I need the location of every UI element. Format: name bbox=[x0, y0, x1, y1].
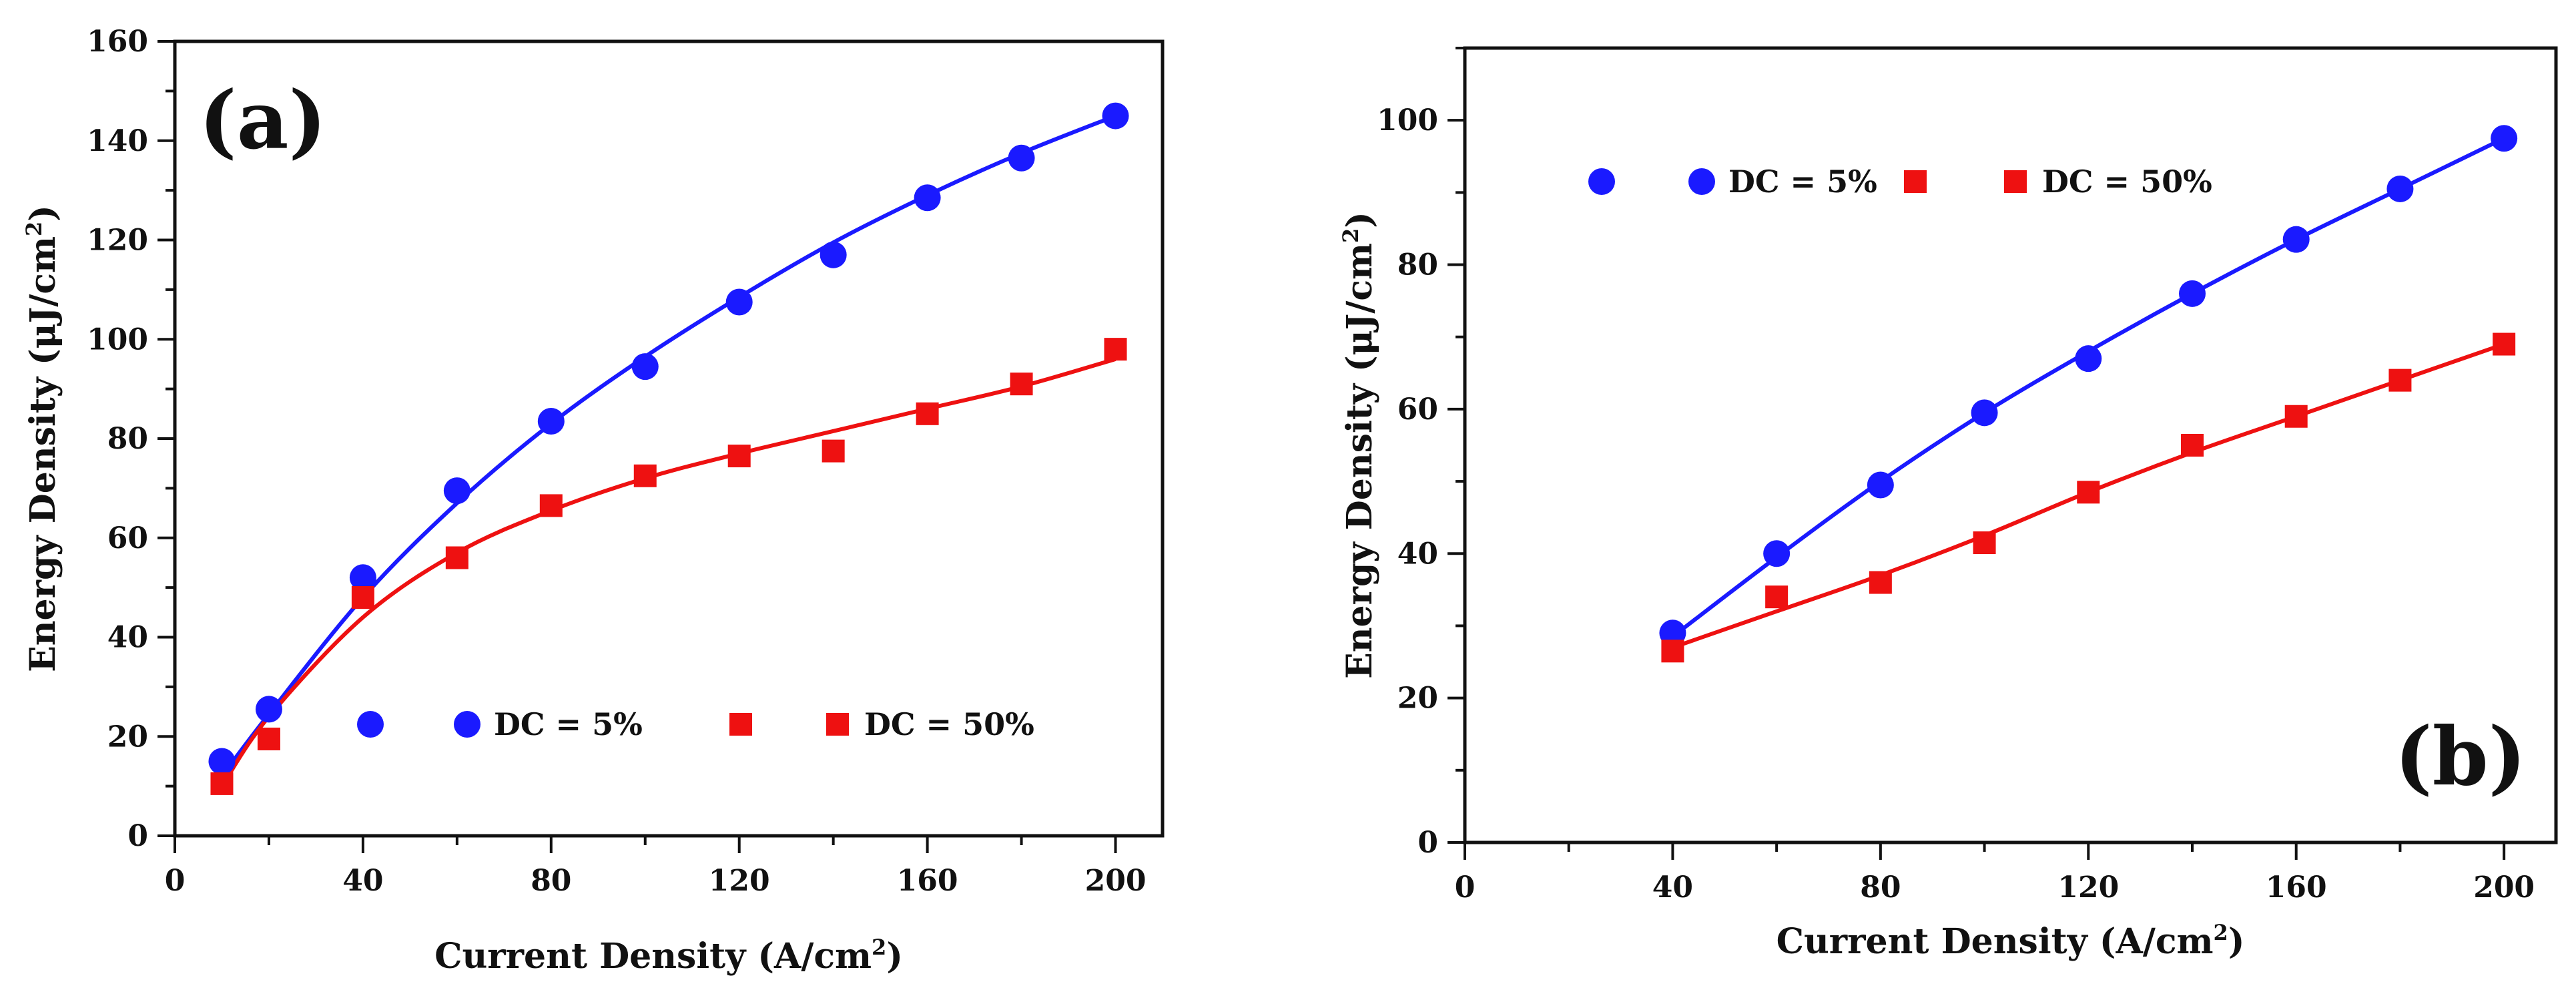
legend-marker-dc5 bbox=[1688, 168, 1715, 195]
x-tick-label: 0 bbox=[165, 864, 186, 898]
legend-marker-dc5 bbox=[454, 711, 480, 738]
data-point-dc50 bbox=[822, 439, 845, 463]
data-point-dc5 bbox=[255, 696, 282, 723]
legend: DC = 5% DC = 50% bbox=[357, 706, 1034, 742]
y-tick-label: 60 bbox=[1397, 393, 1438, 427]
x-tick-label: 160 bbox=[897, 864, 958, 898]
legend-label-dc5: DC = 5% bbox=[494, 706, 643, 742]
y-tick-label: 60 bbox=[107, 521, 148, 555]
data-point-dc50 bbox=[2284, 405, 2308, 428]
plot-frame bbox=[1463, 46, 2558, 844]
legend-marker-dc50 bbox=[1904, 170, 1927, 193]
data-point-dc5 bbox=[1659, 619, 1686, 647]
data-point-dc50 bbox=[1869, 571, 1892, 594]
y-tick-label: 40 bbox=[1397, 537, 1438, 571]
data-point-dc50 bbox=[2388, 368, 2412, 392]
panel-label: (a) bbox=[199, 73, 326, 168]
x-tick-label: 120 bbox=[709, 864, 770, 898]
x-axis-title: Current Density (A/cm2) bbox=[434, 935, 903, 977]
legend-marker-dc50 bbox=[826, 713, 849, 736]
data-point-dc50 bbox=[1973, 531, 1996, 555]
data-point-dc5 bbox=[914, 184, 941, 212]
x-tick-label: 40 bbox=[342, 864, 383, 898]
data-point-dc5 bbox=[820, 241, 847, 268]
data-point-dc50 bbox=[633, 464, 657, 487]
data-point-dc5 bbox=[1102, 102, 1129, 130]
y-tick-label: 20 bbox=[107, 720, 148, 754]
legend-label-dc50: DC = 50% bbox=[2042, 164, 2212, 200]
x-tick-label: 200 bbox=[1085, 864, 1147, 898]
x-tick-label: 160 bbox=[2266, 870, 2327, 905]
x-axis-title: Current Density (A/cm2) bbox=[1777, 920, 2245, 962]
y-tick-label: 160 bbox=[87, 25, 148, 59]
data-point-dc50 bbox=[1010, 372, 1033, 396]
data-point-dc50 bbox=[727, 445, 751, 468]
data-point-dc5 bbox=[1763, 540, 1791, 567]
x-tick-label: 120 bbox=[2057, 870, 2119, 905]
data-point-dc50 bbox=[210, 772, 234, 795]
data-point-dc50 bbox=[445, 546, 468, 569]
data-point-dc5 bbox=[443, 477, 470, 505]
y-tick-label: 20 bbox=[1397, 682, 1438, 716]
y-axis-title: Energy Density (μJ/cm2) bbox=[21, 205, 63, 672]
legend-marker-dc5 bbox=[357, 711, 384, 738]
data-point-dc5 bbox=[2179, 280, 2206, 307]
legend-marker-dc50 bbox=[729, 713, 752, 736]
data-point-dc50 bbox=[1765, 585, 1789, 609]
data-point-dc5 bbox=[1971, 399, 1998, 427]
data-point-dc5 bbox=[2386, 175, 2414, 202]
chart-panel-b: 0 40 80 120 160 200 0 20 40 60 80 100 Current Densit… bbox=[1338, 46, 2558, 962]
data-point-dc50 bbox=[539, 494, 563, 517]
y-tick-label: 0 bbox=[127, 819, 148, 853]
data-point-dc50 bbox=[916, 402, 939, 425]
x-tick-label: 40 bbox=[1652, 870, 1693, 905]
data-point-dc5 bbox=[725, 288, 753, 316]
y-tick-label: 100 bbox=[87, 322, 148, 356]
y-tick-label: 100 bbox=[1377, 103, 1438, 138]
fit-line-dc5 bbox=[220, 113, 1116, 778]
panel-label: (b) bbox=[2394, 710, 2526, 804]
y-tick-label: 0 bbox=[1417, 826, 1438, 860]
legend-marker-dc50 bbox=[2004, 170, 2027, 193]
legend-label-dc50: DC = 50% bbox=[864, 706, 1034, 742]
data-point-dc5 bbox=[349, 564, 376, 591]
data-point-dc5 bbox=[2075, 345, 2102, 372]
data-point-dc50 bbox=[257, 727, 280, 750]
data-point-dc50 bbox=[2181, 434, 2204, 457]
y-tick-label: 80 bbox=[1397, 248, 1438, 282]
legend-label-dc5: DC = 5% bbox=[1728, 164, 1877, 200]
y-tick-label: 40 bbox=[107, 621, 148, 655]
data-point-dc50 bbox=[351, 586, 374, 609]
y-tick-label: 120 bbox=[87, 224, 148, 258]
data-point-dc5 bbox=[537, 407, 565, 435]
data-point-dc5 bbox=[2282, 226, 2310, 253]
chart-panel-a: 0 40 80 120 160 200 0 20 40 60 80 100 120 140 160 Curre… bbox=[21, 25, 1165, 977]
data-point-dc50 bbox=[2077, 481, 2100, 504]
y-axis-title: Energy Density (μJ/cm2) bbox=[1338, 212, 1380, 679]
x-tick-label: 0 bbox=[1455, 870, 1476, 905]
y-tick-label: 80 bbox=[107, 422, 148, 456]
legend-marker-dc5 bbox=[1588, 168, 1615, 195]
x-tick-label: 80 bbox=[531, 864, 571, 898]
data-point-dc5 bbox=[2491, 125, 2518, 152]
legend: DC = 5% DC = 50% bbox=[1588, 164, 2212, 200]
x-tick-label: 200 bbox=[2473, 870, 2535, 905]
data-point-dc5 bbox=[1867, 471, 1894, 499]
y-tick-label: 140 bbox=[87, 124, 148, 158]
data-point-dc5 bbox=[1008, 144, 1035, 172]
data-point-dc50 bbox=[1104, 338, 1127, 361]
data-point-dc50 bbox=[1661, 640, 1684, 663]
x-tick-label: 80 bbox=[1860, 870, 1901, 905]
data-point-dc5 bbox=[208, 748, 236, 775]
data-point-dc5 bbox=[631, 353, 659, 381]
data-point-dc50 bbox=[2493, 332, 2516, 356]
